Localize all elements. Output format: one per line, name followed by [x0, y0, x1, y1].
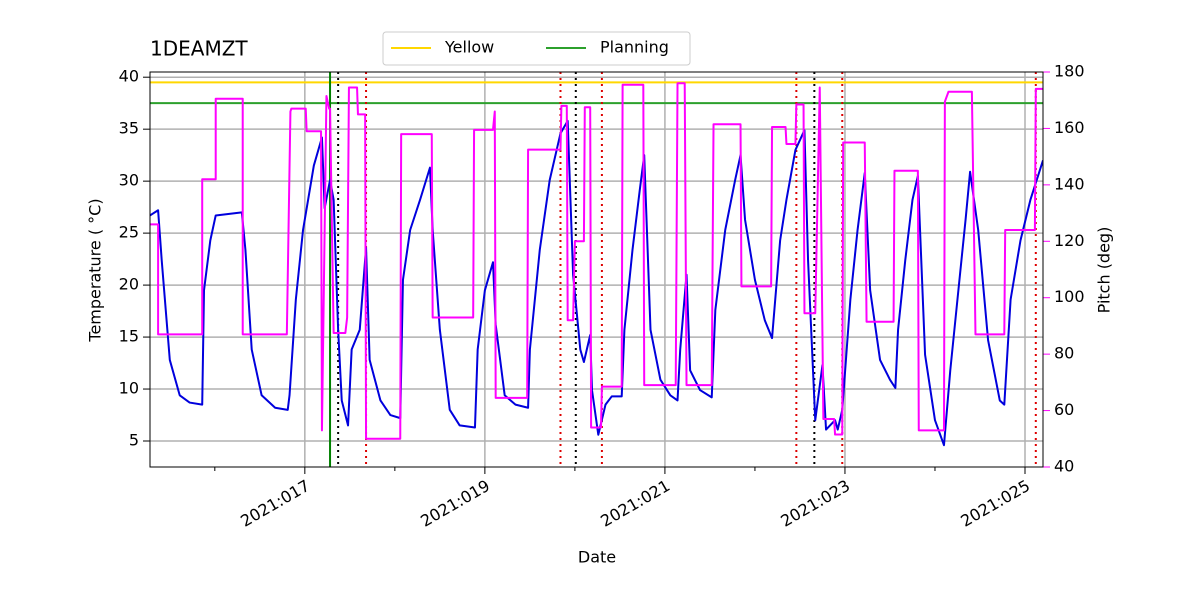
y-tick-label: 5 — [129, 431, 139, 450]
y-tick-label: 15 — [119, 327, 139, 346]
y2-tick-label: 180 — [1054, 62, 1085, 81]
y-tick-label: 10 — [119, 379, 139, 398]
y2-tick-label: 80 — [1054, 344, 1074, 363]
y2-tick-label: 160 — [1054, 118, 1085, 137]
plot-frame — [149, 71, 1044, 468]
legend-box — [382, 31, 691, 66]
y2-tick-label: 140 — [1054, 174, 1085, 193]
x-axis-label: Date — [578, 548, 616, 567]
chart-title: 1DEAMZT — [150, 37, 248, 61]
series-line — [150, 82, 1043, 440]
y-tick-label: 25 — [119, 223, 139, 242]
series-line — [150, 119, 1043, 447]
legend: Yellow Planning — [382, 31, 691, 66]
y-tick-label: 35 — [119, 119, 139, 138]
y-tick-label: 40 — [119, 67, 139, 86]
y2-tick-label: 40 — [1054, 457, 1074, 476]
y2-axis-label: Pitch (deg) — [1095, 227, 1114, 314]
y-axis-label: Temperature ( °C) — [86, 198, 105, 342]
y2-tick-label: 120 — [1054, 231, 1085, 250]
legend-label: Yellow — [444, 38, 494, 57]
plot-area — [150, 72, 1043, 467]
y-tick-label: 20 — [119, 275, 139, 294]
legend-label: Planning — [600, 38, 669, 57]
y2-tick-label: 100 — [1054, 287, 1085, 306]
y2-tick-label: 60 — [1054, 400, 1074, 419]
y-tick-label: 30 — [119, 171, 139, 190]
